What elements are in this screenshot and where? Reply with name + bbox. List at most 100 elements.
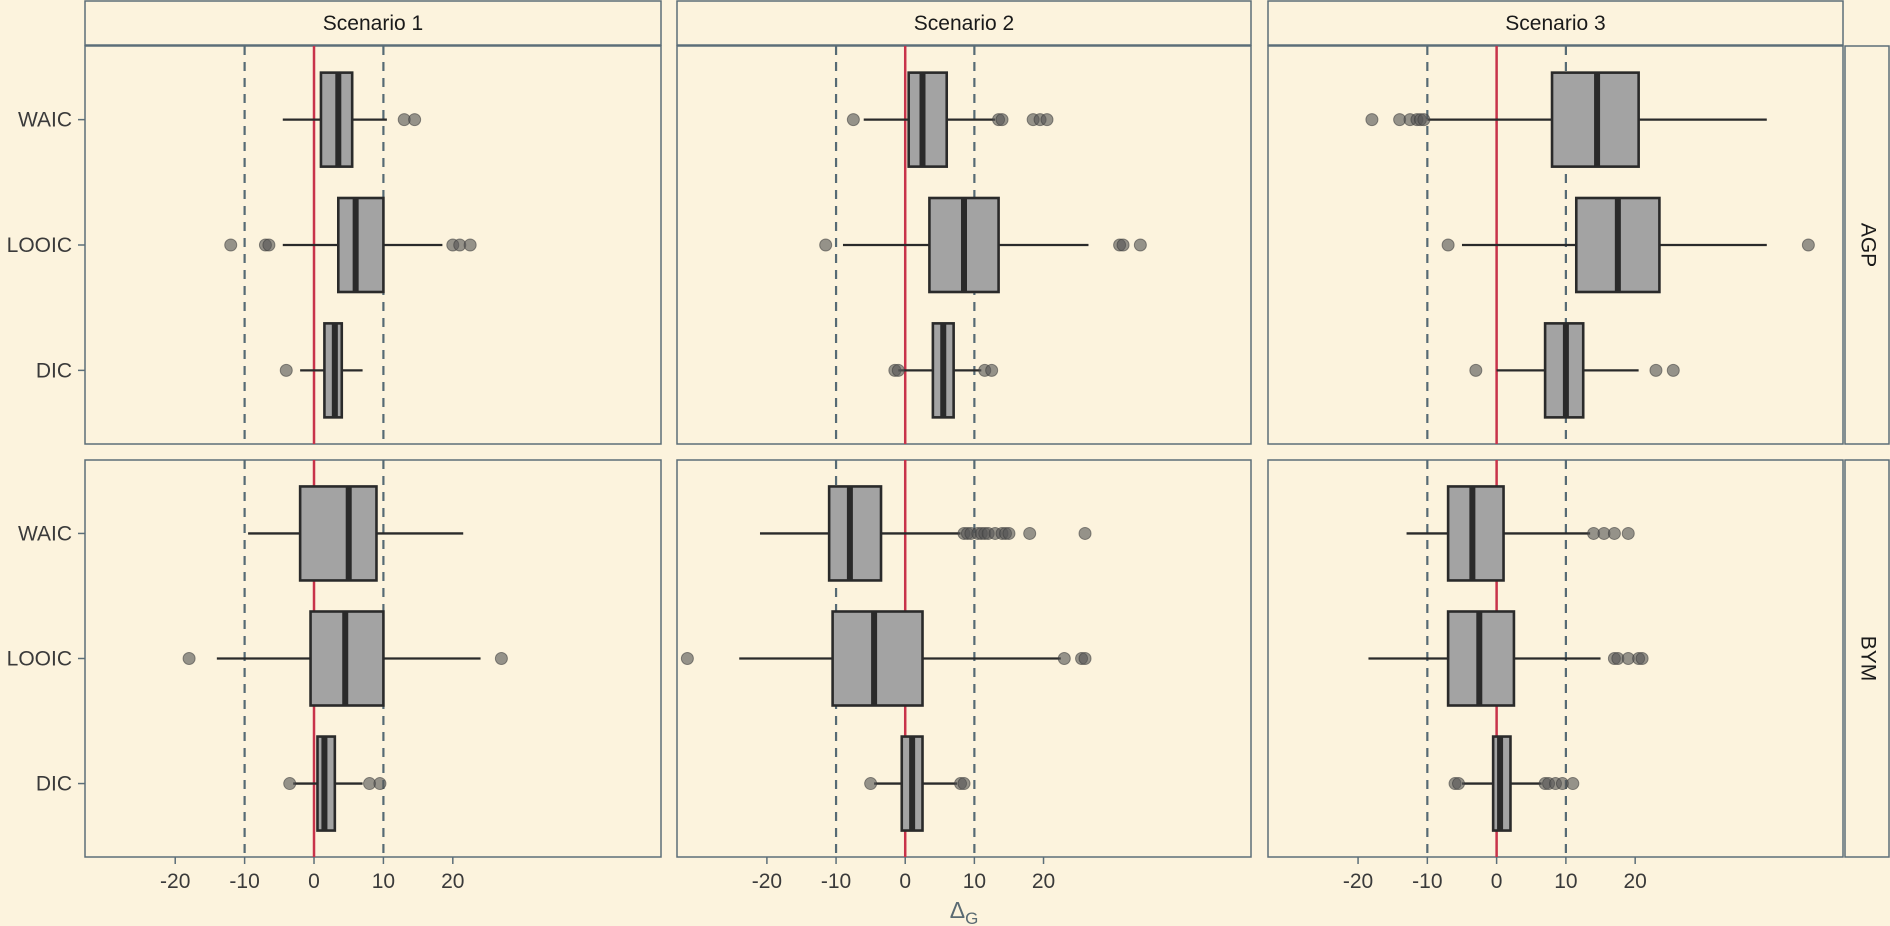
facet-strip-label: Scenario 2 [914, 12, 1014, 35]
box-iqr [337, 196, 385, 294]
outlier-point [1002, 526, 1016, 540]
x-axis-title-subscript: G [965, 909, 978, 926]
boxplot-looic [224, 196, 477, 294]
facet-strip-column [84, 0, 662, 46]
boxplot-dic [864, 735, 971, 832]
boxplot-dic [279, 322, 363, 419]
facet-strip-column [1267, 0, 1844, 46]
facet-strip-label: Scenario 1 [323, 12, 423, 35]
facet-strip-row [1844, 459, 1890, 858]
outlier-point [846, 113, 860, 127]
panel-bym-scenario-2 [680, 460, 1092, 857]
boxplot-waic [759, 485, 1092, 582]
outlier-point [1666, 363, 1680, 377]
outlier-point [182, 652, 196, 665]
boxplot-dic [888, 322, 999, 419]
facet-strip-label: Scenario 3 [1505, 12, 1605, 35]
x-axis-tick-label: 10 [1554, 870, 1577, 893]
boxplot-looic [1368, 610, 1649, 707]
outlier-point [262, 238, 276, 252]
outlier-point [1023, 526, 1037, 540]
outlier-point [408, 113, 422, 127]
outlier-point [819, 238, 833, 252]
boxplot-dic [1448, 735, 1580, 832]
outlier-point [1417, 113, 1431, 127]
outlier-point [1635, 652, 1649, 665]
panel-agp-scenario-1 [224, 46, 477, 444]
outlier-point [224, 238, 238, 252]
outlier-point [1040, 113, 1054, 127]
boxplot-waic [846, 71, 1054, 168]
outlier-point [1452, 777, 1466, 791]
box-iqr [831, 610, 924, 707]
outlier-point [1057, 652, 1071, 665]
outlier-point [1801, 238, 1815, 252]
boxplot-dic [283, 735, 387, 832]
y-axis-tick-label: LOOIC [7, 234, 72, 257]
outlier-point [1116, 238, 1130, 252]
x-axis-tick-label: -20 [752, 870, 782, 893]
outlier-point [373, 777, 387, 791]
outlier-point [1078, 652, 1092, 665]
x-axis-tick-label: -20 [160, 870, 190, 893]
outlier-point [864, 777, 878, 791]
boxplot-waic [1406, 485, 1635, 582]
boxplot-waic [248, 485, 464, 582]
facet-strip-label: BYM [1856, 636, 1879, 682]
outlier-point [891, 363, 905, 377]
x-axis-tick-label: 20 [441, 870, 464, 893]
x-axis-tick-label: -10 [1412, 870, 1442, 893]
x-axis-tick-label: 10 [372, 870, 395, 893]
boxplot-waic [1365, 71, 1767, 168]
outlier-point [1078, 526, 1092, 540]
outlier-point [995, 113, 1009, 127]
x-axis-tick-label: -10 [821, 870, 851, 893]
x-axis-title-main: Δ [950, 897, 965, 923]
outlier-point [1649, 363, 1663, 377]
x-axis-tick-label: -10 [229, 870, 259, 893]
outlier-point [1469, 363, 1483, 377]
facet-strip-label: AGP [1856, 223, 1879, 267]
x-axis-tick-label: -20 [1343, 870, 1373, 893]
x-axis-tick-label: 20 [1623, 870, 1646, 893]
y-axis-tick-label: DIC [36, 773, 72, 796]
box-iqr [1446, 485, 1505, 582]
facet-strip-column [676, 0, 1252, 46]
box-iqr [827, 485, 883, 582]
boxplot-looic [1441, 196, 1815, 294]
x-axis-tick-label: 20 [1032, 870, 1055, 893]
x-axis-tick-label: 0 [308, 870, 320, 893]
boxplot-dic [1469, 322, 1680, 419]
x-axis-title: ΔG [950, 897, 979, 926]
outlier-point [494, 652, 508, 665]
outlier-point [463, 238, 477, 252]
outlier-point [1621, 526, 1635, 540]
outlier-point [1133, 238, 1147, 252]
outlier-point [283, 777, 297, 791]
box-iqr [907, 71, 949, 168]
boxplot-waic [282, 71, 422, 168]
y-axis-tick-label: WAIC [18, 522, 72, 545]
y-axis-tick-label: WAIC [18, 109, 72, 132]
box-iqr [298, 485, 378, 582]
outlier-point [279, 363, 293, 377]
outlier-point [1441, 238, 1455, 252]
boxplot-looic [819, 196, 1147, 294]
x-axis-tick-label: 10 [963, 870, 986, 893]
outlier-point [957, 777, 971, 791]
y-axis-tick-label: DIC [36, 359, 72, 382]
panel-bym-scenario-3 [1368, 460, 1649, 857]
outlier-point [1365, 113, 1379, 127]
y-axis-tick-label: LOOIC [7, 648, 72, 671]
outlier-point [680, 652, 694, 665]
boxplot-looic [182, 610, 508, 707]
panel-agp-scenario-2 [819, 46, 1147, 444]
outlier-point [1607, 526, 1621, 540]
outlier-point [985, 363, 999, 377]
boxplot-looic [680, 610, 1092, 707]
facet-strip-row [1844, 45, 1890, 445]
x-axis-tick-label: 0 [899, 870, 911, 893]
outlier-point [1566, 777, 1580, 791]
panel-agp-scenario-3 [1365, 46, 1815, 444]
